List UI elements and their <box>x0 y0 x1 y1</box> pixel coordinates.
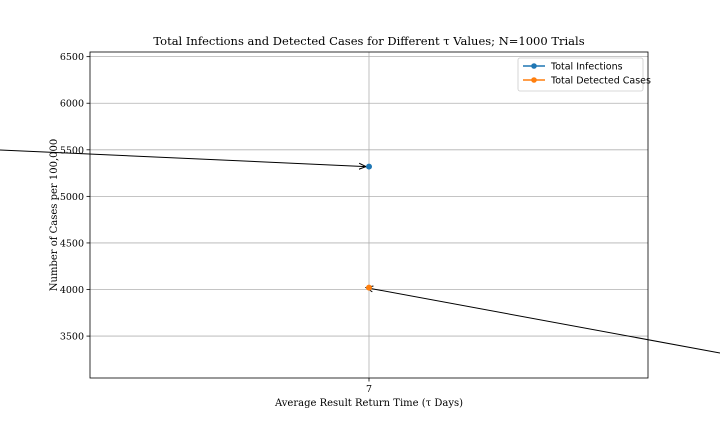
y-tick-label: 4500 <box>60 238 84 249</box>
legend-label: Total Detected Cases <box>550 76 651 87</box>
axis-ticks: 3500 4000 4500 5000 5500 6000 6500 7 <box>60 52 372 395</box>
plot-area-frame <box>89 51 649 379</box>
x-axis-label: Average Result Return Time (τ Days) <box>274 398 463 409</box>
legend: Total Infections Total Detected Cases <box>517 57 651 92</box>
x-tick-label: 7 <box>366 384 372 395</box>
annotation-arrow <box>366 288 720 354</box>
y-tick-label: 5500 <box>60 145 84 156</box>
data-point-total-infections <box>366 163 372 170</box>
y-tick-label: 3500 <box>60 332 84 343</box>
y-axis-label: Number of Cases per 100,000 <box>49 139 60 291</box>
y-tick-label: 6000 <box>60 99 84 110</box>
chart-title: Total Infections and Detected Cases for … <box>153 34 584 48</box>
y-tick-label: 4000 <box>60 285 84 296</box>
legend-box <box>517 57 644 92</box>
data-points <box>366 163 372 291</box>
annotations <box>0 149 720 354</box>
legend-marker <box>531 77 537 83</box>
y-tick-label: 6500 <box>60 52 84 63</box>
legend-marker <box>531 63 537 69</box>
data-point-total-detected-cases <box>366 284 372 291</box>
legend-label: Total Infections <box>550 62 623 73</box>
annotation-arrow <box>0 149 366 167</box>
grid <box>90 52 648 378</box>
y-tick-label: 5000 <box>60 192 84 203</box>
